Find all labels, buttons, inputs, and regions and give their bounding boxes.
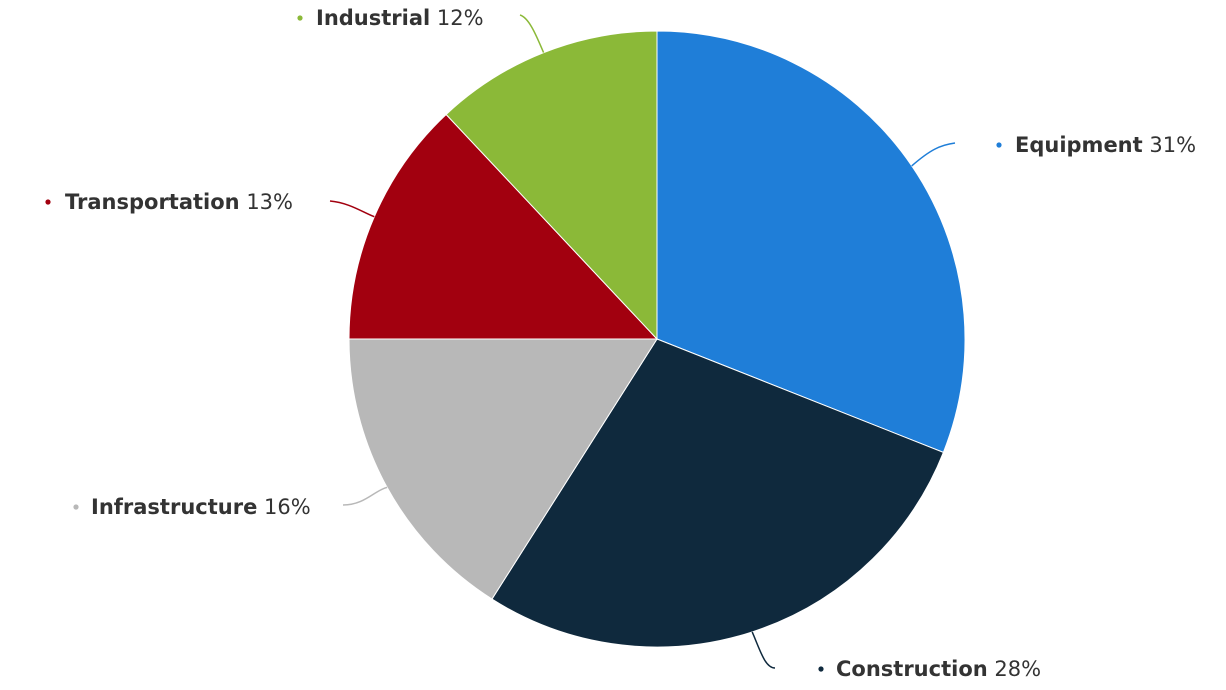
data-label-construction: Construction 28% (836, 657, 1041, 681)
data-label-value: 31% (1143, 133, 1196, 157)
data-label-industrial: Industrial 12% (316, 6, 484, 30)
data-label-value: 12% (430, 6, 483, 30)
data-labels: Equipment 31% Construction 28% Infrastruct… (45, 6, 1196, 681)
data-label-name: Transportation (65, 190, 240, 214)
data-label-name: Infrastructure (91, 495, 257, 519)
pie-slices (348, 30, 966, 648)
label-bullet-transportation (45, 199, 51, 205)
pie-slice-infrastructure[interactable] (348, 338, 658, 600)
connector-industrial (519, 14, 545, 53)
data-label-name: Construction (836, 657, 988, 681)
data-label-value: 28% (988, 657, 1041, 681)
label-connectors (329, 14, 956, 669)
connector-infrastructure (342, 486, 388, 506)
data-label-transportation: Transportation 13% (65, 190, 293, 214)
data-label-value: 16% (257, 495, 310, 519)
label-bullet-industrial (297, 15, 303, 21)
label-bullet-infrastructure (73, 504, 79, 510)
data-label-infrastructure: Infrastructure 16% (91, 495, 311, 519)
label-bullet-construction (818, 666, 824, 672)
data-label-value: 13% (240, 190, 293, 214)
connector-equipment (911, 142, 956, 167)
connector-construction (751, 631, 776, 669)
data-label-equipment: Equipment 31% (1015, 133, 1196, 157)
connector-transportation (329, 200, 375, 218)
data-label-name: Industrial (316, 6, 430, 30)
pie-slice-industrial[interactable] (445, 30, 658, 341)
label-bullet-equipment (996, 142, 1002, 148)
pie-slice-transportation[interactable] (348, 113, 659, 340)
data-label-name: Equipment (1015, 133, 1143, 157)
